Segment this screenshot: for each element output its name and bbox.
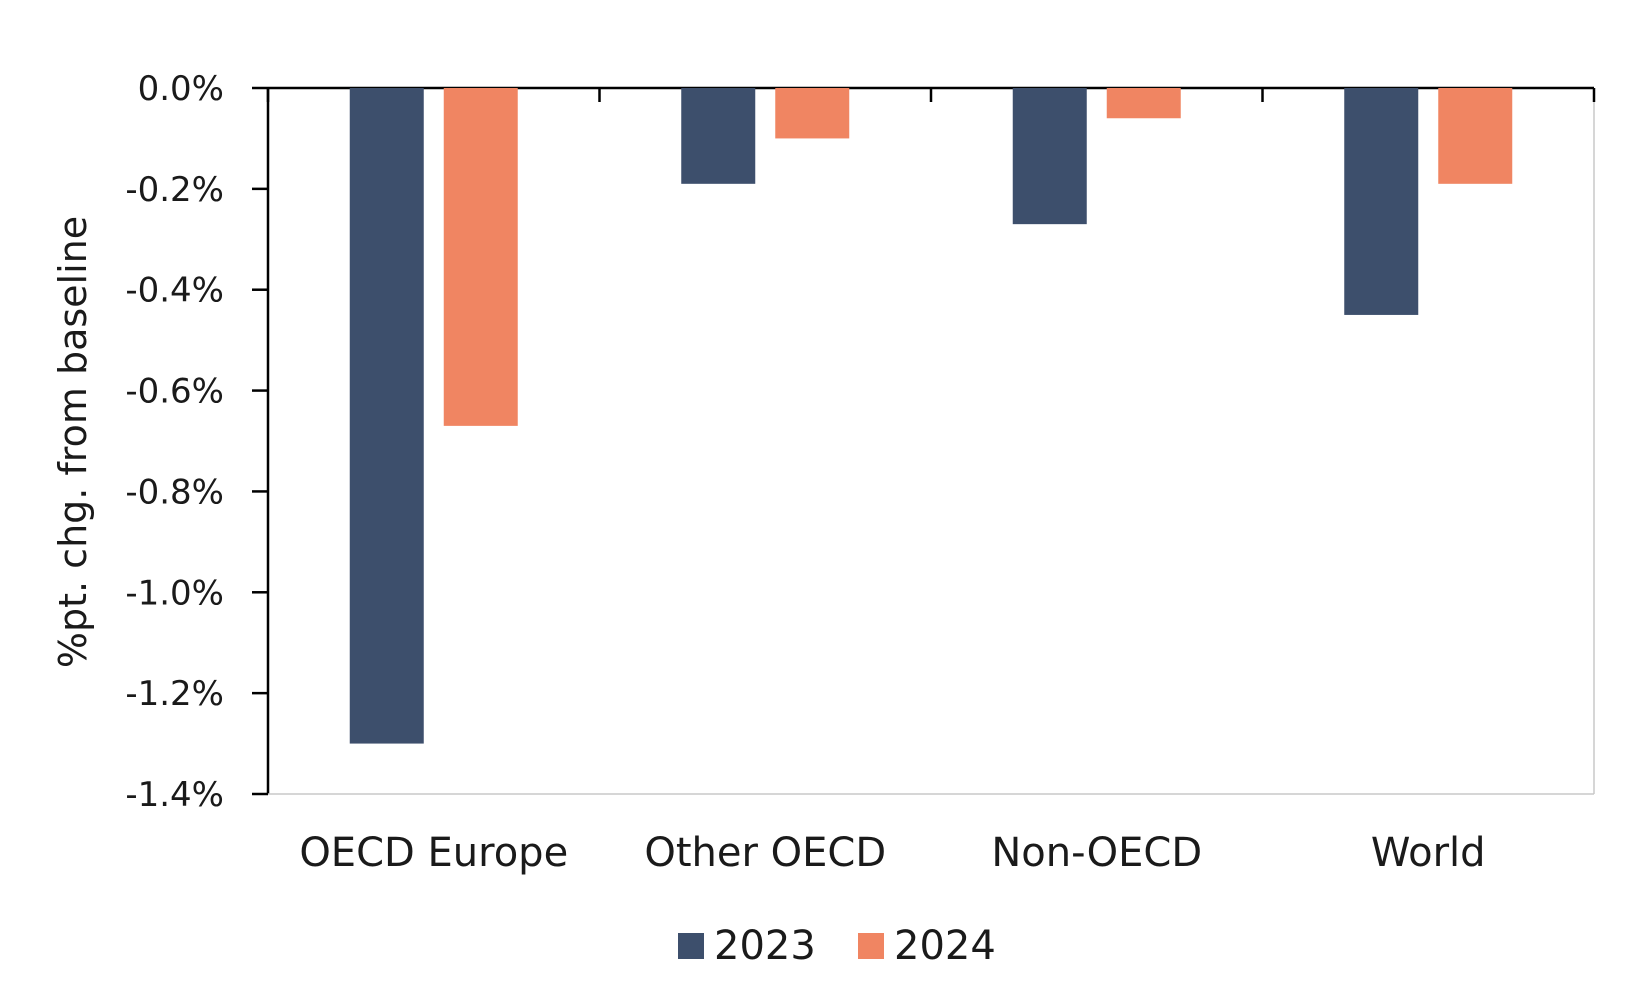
y-axis-title: %pt. chg. from baseline [51, 216, 95, 668]
y-tick-label: -1.4% [125, 775, 224, 815]
bar-2023-2 [1012, 88, 1087, 225]
bar-2024-1 [775, 88, 850, 139]
y-axis-ticks: 0.0% -0.2% -0.4% -0.6% -0.8% -1.0% -1.2% -1.4% [125, 69, 268, 815]
bars [349, 88, 1513, 744]
bar-2023-3 [1344, 88, 1419, 315]
category-labels: OECD Europe Other OECD Non-OECD World [299, 830, 1485, 876]
bar-2023-1 [681, 88, 756, 184]
bar-2024-0 [443, 88, 518, 426]
category-label: Non-OECD [991, 830, 1202, 876]
y-tick-label: -1.2% [125, 674, 224, 714]
bar-2024-2 [1106, 88, 1181, 119]
y-tick-label: -0.2% [125, 170, 224, 210]
bar-2024-3 [1438, 88, 1513, 184]
y-tick-label: -0.6% [125, 372, 224, 412]
legend-swatch-2024 [858, 933, 884, 959]
legend: 2023 2024 [678, 923, 996, 969]
category-label: World [1371, 830, 1486, 876]
bar-2023-0 [349, 88, 424, 744]
y-tick-label: 0.0% [138, 69, 224, 109]
legend-swatch-2023 [678, 933, 704, 959]
y-tick-label: -1.0% [125, 573, 224, 613]
legend-label-2023: 2023 [714, 923, 816, 969]
y-tick-label: -0.8% [125, 472, 224, 512]
legend-label-2024: 2024 [894, 923, 996, 969]
y-tick-label: -0.4% [125, 271, 224, 311]
category-label: OECD Europe [299, 830, 568, 876]
category-label: Other OECD [644, 830, 886, 876]
